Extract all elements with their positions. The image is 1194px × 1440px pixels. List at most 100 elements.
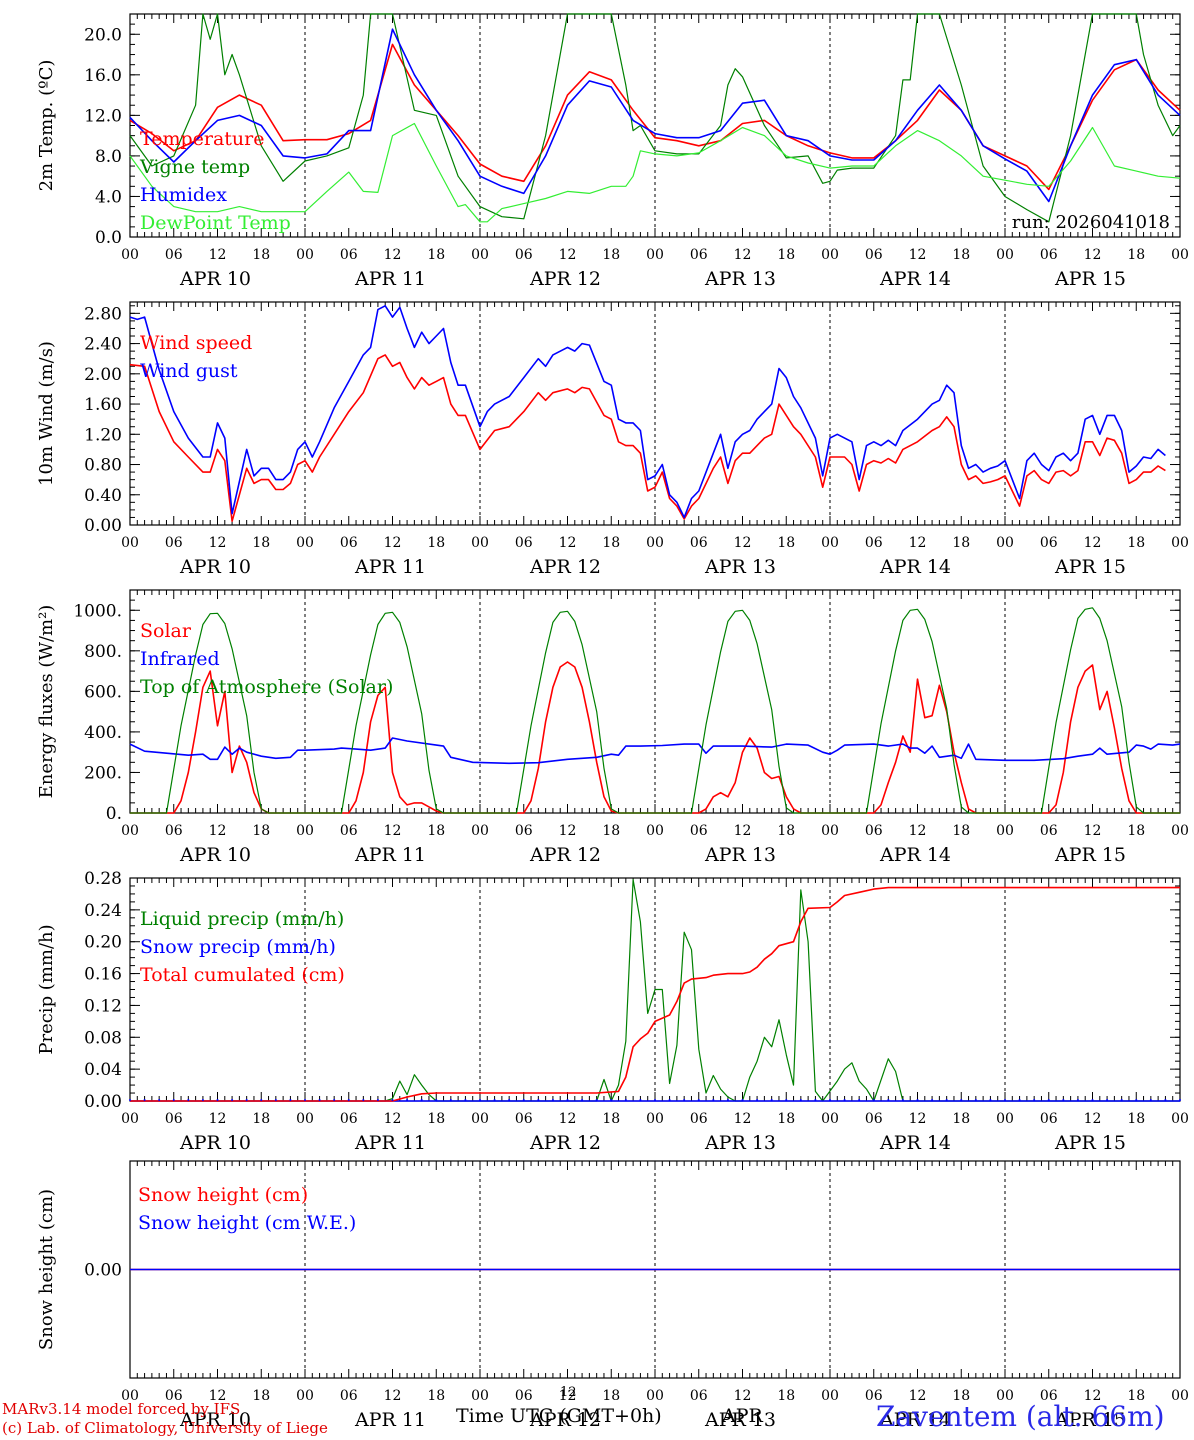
- day-label: APR 12: [529, 1132, 601, 1154]
- snow-precip-point: [697, 1099, 700, 1101]
- x-tick-label: 00: [646, 1111, 664, 1127]
- legend-wind-speed: Wind speed: [140, 332, 252, 354]
- day-label: APR 14: [879, 1132, 951, 1154]
- x-tick-label: 06: [340, 1111, 358, 1127]
- snow-precip-point: [420, 1099, 423, 1101]
- day-label: APR 11: [354, 268, 426, 290]
- x-tick-label: 06: [515, 1388, 533, 1404]
- y-tick-label: 0.24: [84, 901, 122, 921]
- x-tick-label: 18: [427, 823, 445, 839]
- x-tick-label: 00: [296, 1388, 314, 1404]
- x-tick-label: 12: [384, 535, 402, 551]
- legend-liquid-precip-mm-h-: Liquid precip (mm/h): [140, 908, 344, 930]
- station-name: Zaventem (alt. 66m): [876, 1400, 1165, 1433]
- series-line-wind-speed: [129, 354, 1166, 523]
- x-tick-label: 06: [340, 247, 358, 263]
- y-tick-label: 0.20: [84, 933, 122, 953]
- x-tick-label: 00: [646, 1388, 664, 1404]
- x-tick-label: 06: [1040, 1111, 1058, 1127]
- y-tick-label: 600.: [84, 682, 122, 702]
- x-tick-label: 00: [296, 535, 314, 551]
- x-tick-label: 12: [209, 1388, 227, 1404]
- x-tick-label: 18: [777, 823, 795, 839]
- y-axis-title: 2m Temp. (ºC): [36, 60, 57, 192]
- x-tick-label: 18: [952, 823, 970, 839]
- x-tick-label: 06: [865, 1111, 883, 1127]
- x-tick-label: 12: [1084, 823, 1102, 839]
- snow-precip-point: [814, 1099, 817, 1101]
- x-tick-label: 06: [1040, 247, 1058, 263]
- snow-precip-point: [260, 1099, 263, 1101]
- x-tick-label: 00: [471, 823, 489, 839]
- snow-precip-point: [566, 1099, 569, 1101]
- x-tick-label: 18: [952, 1111, 970, 1127]
- x-tick-label: 18: [952, 535, 970, 551]
- day-label: APR 14: [879, 268, 951, 290]
- snow-precip-point: [785, 1099, 788, 1101]
- snow-precip-point: [231, 1099, 234, 1101]
- x-tick-label: 12: [734, 247, 752, 263]
- y-tick-label: 400.: [84, 723, 122, 743]
- x-tick-label: 00: [1171, 1388, 1189, 1404]
- snow-precip-point: [391, 1099, 394, 1101]
- snow-precip-point: [916, 1099, 919, 1101]
- day-label: APR 12: [529, 1409, 601, 1431]
- day-label: APR 13: [704, 1132, 776, 1154]
- snow-precip-point: [1164, 1099, 1167, 1101]
- lab-credit: (c) Lab. of Climatology, University of L…: [2, 1419, 328, 1437]
- y-axis-title: Energy fluxes (W/m²): [36, 605, 57, 799]
- snow-precip-point: [610, 1099, 613, 1101]
- snow-precip-point: [333, 1099, 336, 1101]
- y-tick-label: 0.16: [84, 965, 122, 985]
- snow-precip-point: [201, 1099, 204, 1101]
- y-tick-label: 0.00: [84, 1092, 122, 1112]
- y-tick-label: 16.0: [84, 66, 122, 86]
- series-line-humidex: [129, 28, 1181, 203]
- x-tick-label: 00: [471, 535, 489, 551]
- series-line-vigne-temp: [129, 13, 1181, 223]
- y-tick-label: 0.00: [84, 516, 122, 536]
- x-tick-label: 06: [165, 823, 183, 839]
- snow-precip-point: [1062, 1099, 1065, 1101]
- snow-precip-point: [1179, 1099, 1181, 1101]
- snow-precip-point: [931, 1099, 934, 1101]
- x-tick-label: 18: [777, 535, 795, 551]
- snow-precip-point: [551, 1099, 554, 1101]
- x-tick-label: 00: [996, 823, 1014, 839]
- y-tick-label: 0.00: [84, 1261, 122, 1281]
- snow-precip-point: [464, 1099, 467, 1101]
- x-tick-label: 06: [165, 1388, 183, 1404]
- y-tick-label: 0.40: [84, 486, 122, 506]
- x-tick-label: 06: [1040, 823, 1058, 839]
- snow-precip-point: [522, 1099, 525, 1101]
- legend-infrared: Infrared: [140, 648, 220, 670]
- x-tick-label: 12: [909, 535, 927, 551]
- snow-precip-point: [843, 1099, 846, 1101]
- x-tick-label: 18: [1127, 1388, 1145, 1404]
- x-tick-label: 18: [252, 1111, 270, 1127]
- x-tick-label: 18: [427, 535, 445, 551]
- series-line-dewpoint-temp: [129, 122, 1181, 223]
- x-tick-label: 06: [340, 1388, 358, 1404]
- legend-vigne-temp: Vigne temp: [139, 156, 250, 178]
- legend-wind-gust: Wind gust: [140, 360, 238, 382]
- snow-precip-point: [304, 1099, 306, 1101]
- x-tick-label: 06: [515, 823, 533, 839]
- x-tick-label: 00: [821, 823, 839, 839]
- y-tick-label: 12.0: [84, 106, 122, 126]
- snow-precip-point: [683, 1099, 686, 1101]
- snow-precip-point: [726, 1099, 729, 1101]
- snow-precip-point: [1018, 1099, 1021, 1101]
- day-label: APR 11: [354, 556, 426, 578]
- day-label: APR 13: [704, 268, 776, 290]
- snow-precip-point: [901, 1099, 904, 1101]
- y-tick-label: 20.0: [84, 25, 122, 45]
- x-tick-label: 00: [296, 1111, 314, 1127]
- snow-precip-point: [1033, 1099, 1036, 1101]
- y-tick-label: 8.0: [95, 147, 122, 167]
- snow-precip-point: [1120, 1099, 1123, 1101]
- day-label: APR 14: [879, 1409, 951, 1431]
- x-tick-label: 12: [1084, 1388, 1102, 1404]
- xaxis-small-label: 12: [560, 1385, 577, 1400]
